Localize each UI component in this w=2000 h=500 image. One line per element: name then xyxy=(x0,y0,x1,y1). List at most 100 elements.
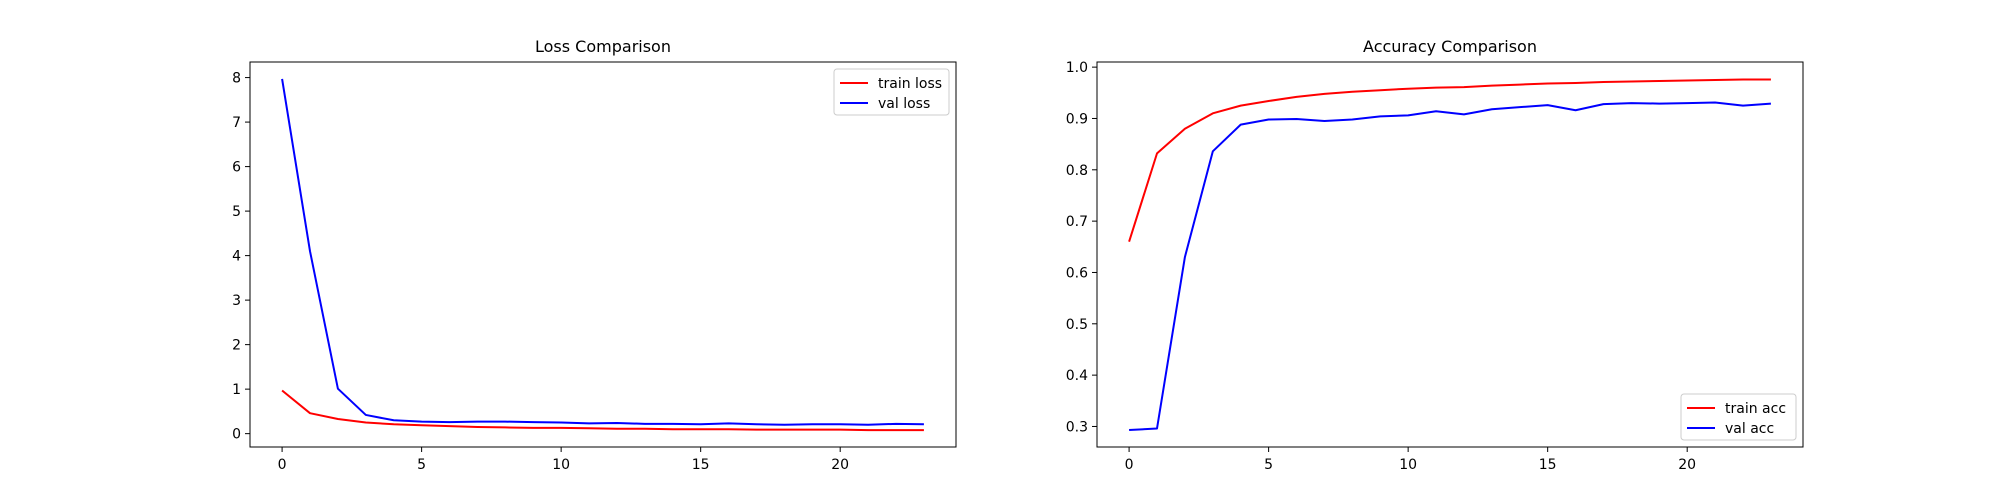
val-acc-point xyxy=(1547,104,1549,106)
loss-y-tick-label: 1 xyxy=(232,382,241,398)
val-loss-point xyxy=(923,423,925,425)
train-acc-point xyxy=(1212,112,1214,114)
accuracy-chart-title: Accuracy Comparison xyxy=(1363,37,1537,56)
train-loss-line xyxy=(281,389,924,432)
accuracy-y-tick-label: 0.4 xyxy=(1066,368,1088,384)
train-acc-point xyxy=(1407,88,1409,90)
train-loss-point xyxy=(309,412,311,414)
val-loss-point xyxy=(616,422,618,424)
val-loss-point xyxy=(811,423,813,425)
train-loss-point xyxy=(644,428,646,430)
loss-y-tick-label: 0 xyxy=(232,427,241,443)
val-loss-point xyxy=(309,250,311,252)
val-loss-point xyxy=(783,424,785,426)
val-loss-point xyxy=(839,423,841,425)
train-acc-point xyxy=(1575,82,1577,84)
val-loss-point xyxy=(895,423,897,425)
train-acc-point xyxy=(1379,89,1381,91)
val-loss-point xyxy=(476,421,478,423)
val-acc-point xyxy=(1658,103,1660,105)
loss-y-tick-label: 3 xyxy=(232,293,241,309)
val-acc-point xyxy=(1463,113,1465,115)
train-loss-point xyxy=(867,429,869,431)
train-loss-point xyxy=(532,427,534,429)
val-acc-legend-label: val acc xyxy=(1725,421,1774,437)
accuracy-axes-frame xyxy=(1096,61,1804,448)
loss-x-tick-label: 5 xyxy=(417,457,426,473)
val-loss-point xyxy=(337,388,339,390)
train-loss-legend-label: train loss xyxy=(878,76,942,92)
val-acc-point xyxy=(1742,105,1744,107)
loss-chart: Loss Comparison 0 5 10 15 20 0 1 2 3 4 5 6 7 8 train lo… xyxy=(232,37,957,473)
train-acc-point xyxy=(1686,79,1688,81)
train-acc-point xyxy=(1519,84,1521,86)
val-acc-point xyxy=(1323,120,1325,122)
train-acc-point xyxy=(1296,96,1298,98)
train-acc-point xyxy=(1742,78,1744,80)
loss-y-tick-label: 8 xyxy=(232,71,241,87)
train-acc-point xyxy=(1658,80,1660,82)
accuracy-y-tick-label: 0.3 xyxy=(1066,419,1088,435)
accuracy-y-tick-label: 0.5 xyxy=(1066,317,1088,333)
loss-axes-frame xyxy=(249,61,957,448)
val-acc-point xyxy=(1714,102,1716,104)
val-acc-point xyxy=(1184,256,1186,258)
val-loss-point xyxy=(867,424,869,426)
train-acc-point xyxy=(1156,152,1158,154)
val-loss-point xyxy=(672,423,674,425)
train-acc-point xyxy=(1268,100,1270,102)
val-loss-point xyxy=(421,421,423,423)
val-acc-point xyxy=(1630,102,1632,104)
train-loss-point xyxy=(811,429,813,431)
val-acc-point xyxy=(1602,103,1604,105)
train-loss-point xyxy=(783,429,785,431)
train-loss-point xyxy=(755,429,757,431)
val-loss-point xyxy=(700,423,702,425)
train-loss-point xyxy=(449,425,451,427)
train-loss-point xyxy=(728,428,730,430)
train-loss-point xyxy=(923,429,925,431)
train-loss-point xyxy=(588,427,590,429)
val-loss-point xyxy=(644,423,646,425)
val-acc-point xyxy=(1435,110,1437,112)
val-acc-point xyxy=(1268,118,1270,120)
loss-y-tick-label: 2 xyxy=(232,338,241,354)
train-loss-point xyxy=(393,423,395,425)
loss-x-tick-label: 10 xyxy=(552,457,570,473)
val-loss-legend-label: val loss xyxy=(878,96,930,112)
train-loss-point xyxy=(337,418,339,420)
accuracy-y-tick-label: 0.8 xyxy=(1066,163,1088,179)
train-loss-point xyxy=(365,422,367,424)
accuracy-x-tick-label: 5 xyxy=(1264,457,1273,473)
train-acc-point xyxy=(1714,79,1716,81)
train-loss-point xyxy=(700,428,702,430)
loss-x-tick-label: 0 xyxy=(278,457,287,473)
train-acc-point xyxy=(1240,105,1242,107)
loss-y-tick-label: 5 xyxy=(232,204,241,220)
val-acc-point xyxy=(1686,102,1688,104)
val-acc-point xyxy=(1519,106,1521,108)
train-acc-point xyxy=(1323,93,1325,95)
val-acc-point xyxy=(1575,109,1577,111)
val-loss-line xyxy=(281,78,924,426)
val-acc-point xyxy=(1491,108,1493,110)
val-acc-point xyxy=(1156,428,1158,430)
loss-legend: train loss val loss xyxy=(833,68,950,116)
accuracy-x-tick-label: 0 xyxy=(1125,457,1134,473)
train-loss-point xyxy=(504,426,506,428)
val-loss-point xyxy=(560,422,562,424)
val-loss-point xyxy=(588,422,590,424)
accuracy-y-tick-label: 1.0 xyxy=(1066,60,1088,76)
val-loss-point xyxy=(449,421,451,423)
val-loss-point xyxy=(504,421,506,423)
val-acc-point xyxy=(1212,150,1214,152)
train-loss-point xyxy=(560,427,562,429)
accuracy-y-tick-label: 0.6 xyxy=(1066,265,1088,281)
loss-chart-title: Loss Comparison xyxy=(535,37,671,56)
accuracy-chart: Accuracy Comparison 0 5 10 15 20 0.3 0.4 0.5 0.6 0… xyxy=(1066,37,1804,473)
train-acc-point xyxy=(1770,78,1772,80)
val-acc-line xyxy=(1129,101,1771,432)
val-acc-point xyxy=(1351,118,1353,120)
train-acc-line xyxy=(1128,78,1771,242)
train-acc-point xyxy=(1351,91,1353,93)
